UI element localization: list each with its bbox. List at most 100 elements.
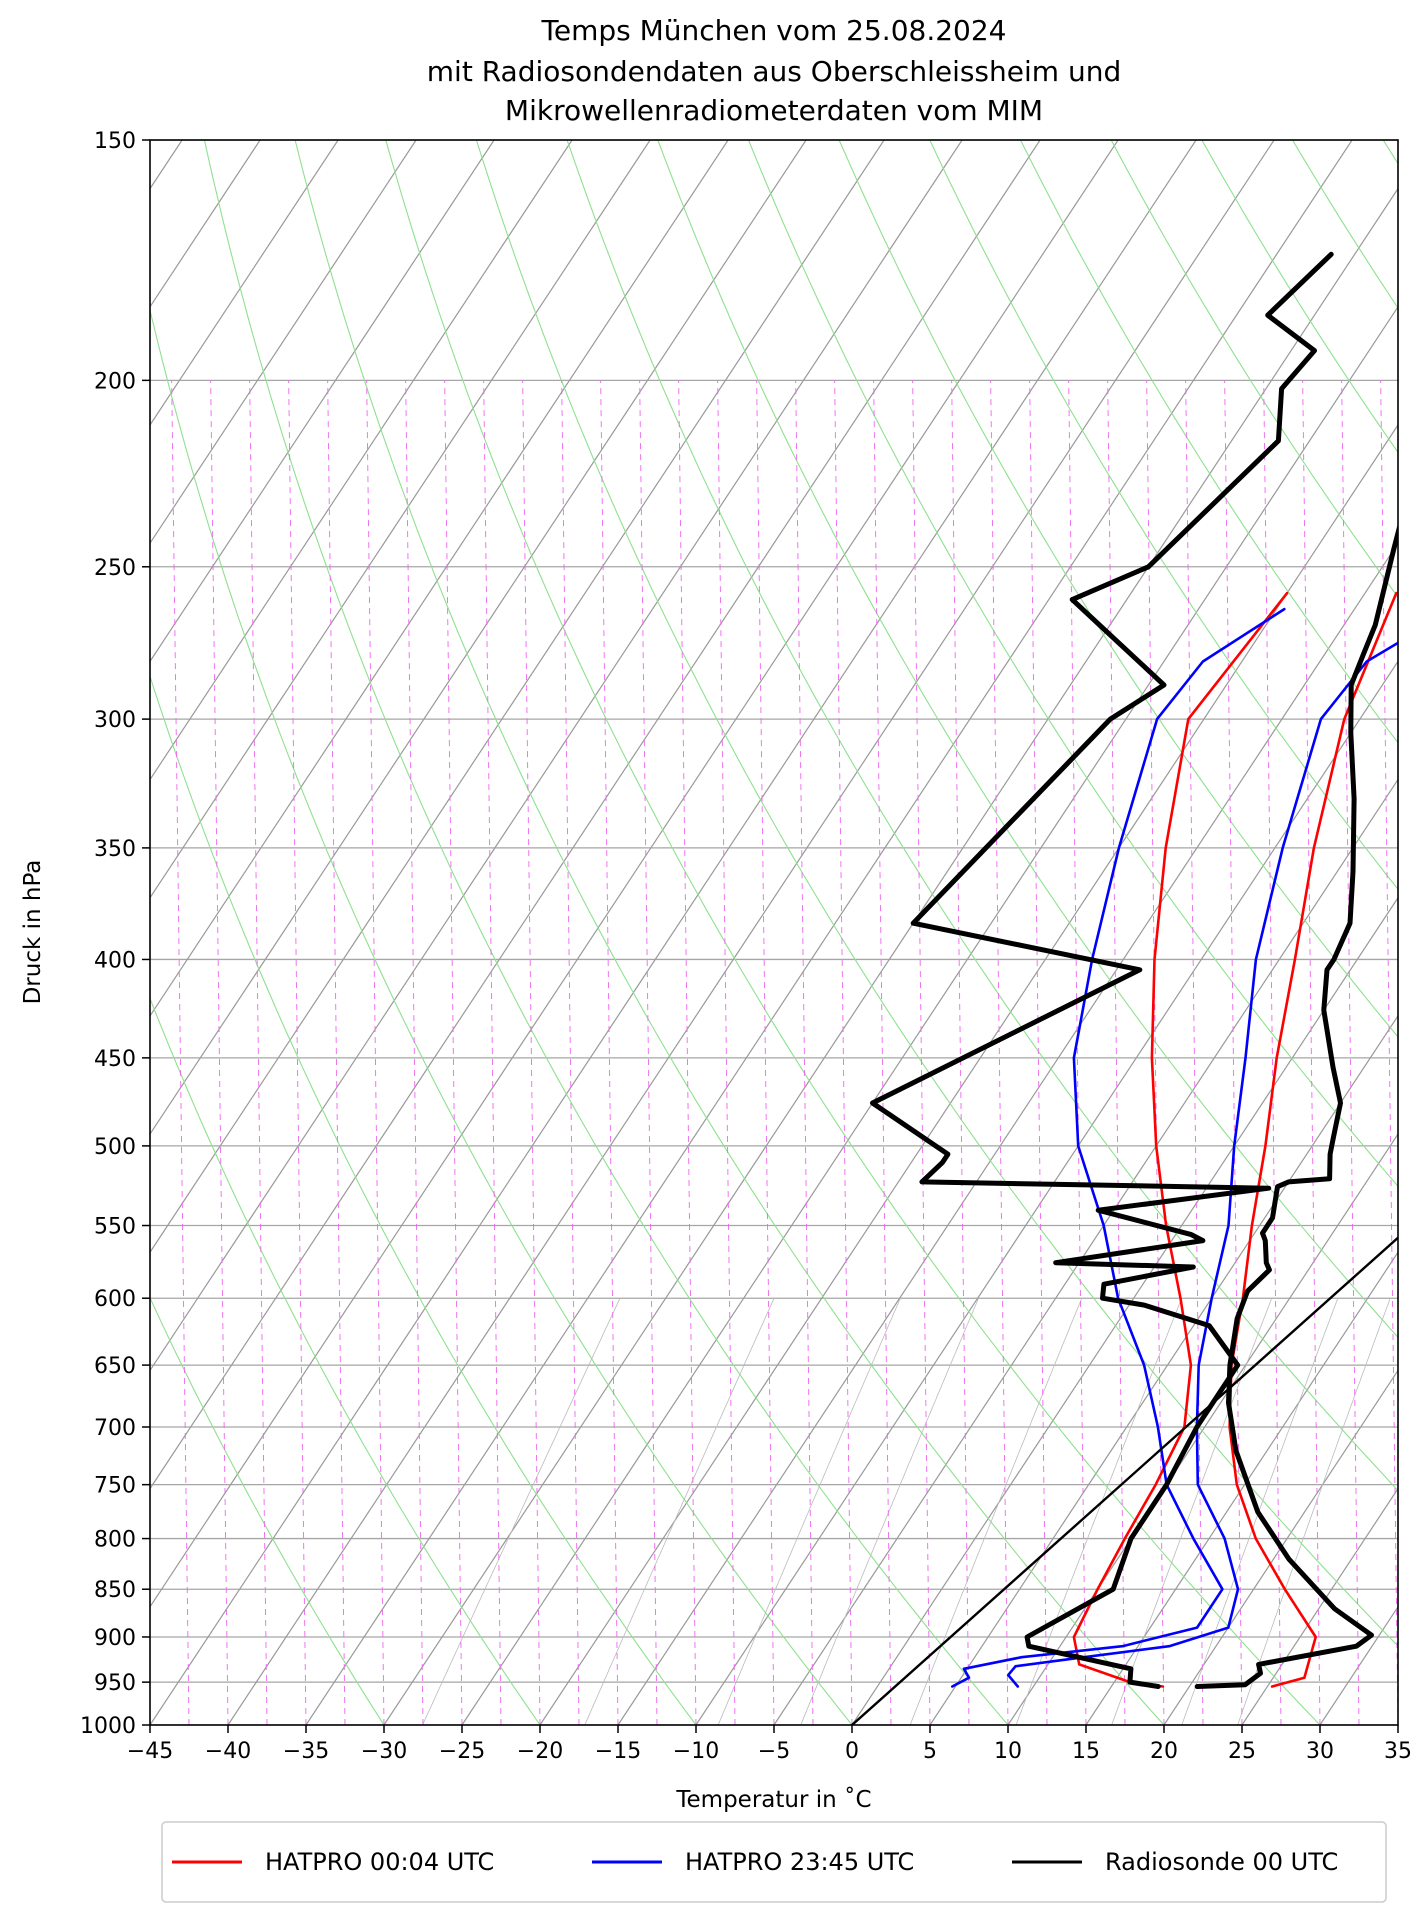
x-tick-label: −10 xyxy=(673,1739,719,1764)
isotherm-gridline xyxy=(617,542,1398,1725)
saturation-adiabat-line xyxy=(1224,380,1243,1725)
isotherm-gridline xyxy=(150,140,807,1136)
y-tick-label: 300 xyxy=(94,708,136,733)
saturation-adiabat-line xyxy=(795,380,814,1725)
x-tick-label: −20 xyxy=(517,1739,563,1764)
isotherm-gridline xyxy=(305,140,1353,1725)
x-tick-label: 0 xyxy=(845,1739,859,1764)
saturation-adiabat-line xyxy=(327,380,346,1725)
x-tick-label: −15 xyxy=(595,1739,641,1764)
isotherm-gridline xyxy=(150,140,1197,1725)
isotherm-gridline xyxy=(851,896,1398,1725)
y-tick-label: 250 xyxy=(94,556,136,581)
saturation-adiabat-line xyxy=(483,380,502,1725)
isotherm-gridline xyxy=(773,778,1398,1725)
x-tick-label: 10 xyxy=(994,1739,1022,1764)
dry-adiabat-line xyxy=(929,140,1398,891)
dry-adiabat-line xyxy=(747,140,1398,1188)
saturation-adiabat-line xyxy=(1263,380,1282,1725)
saturation-adiabat-line xyxy=(210,380,229,1725)
saturation-adiabat-line xyxy=(405,380,424,1725)
y-tick-label: 1000 xyxy=(80,1714,136,1739)
saturation-adiabat-line xyxy=(1185,380,1204,1725)
y-axis: 1000 950 900 850 800 750 700 650 600 550 500 450 400… xyxy=(80,129,150,1739)
saturation-adiabat-line xyxy=(990,380,1009,1725)
saturation-adiabat-line xyxy=(873,380,892,1725)
dry-adiabat-line xyxy=(203,140,1009,1725)
series-line-4 xyxy=(870,251,1334,1689)
y-tick-label: 750 xyxy=(94,1474,136,1499)
dry-adiabat-line xyxy=(1292,140,1398,309)
saturation-adiabat-line xyxy=(834,380,853,1725)
saturation-adiabat-line xyxy=(951,380,970,1725)
x-tick-label: −5 xyxy=(758,1739,790,1764)
legend-box xyxy=(161,1821,1387,1903)
y-tick-label: 650 xyxy=(94,1354,136,1379)
saturation-adiabat-line xyxy=(678,380,697,1725)
y-tick-label: 850 xyxy=(94,1578,136,1603)
isotherm-gridline xyxy=(383,187,1398,1725)
series-line-6 xyxy=(850,1236,1398,1725)
saturation-adiabat-line xyxy=(522,380,541,1725)
dry-adiabat-line xyxy=(385,140,1321,1725)
mixing-ratio-line xyxy=(800,1298,979,1725)
y-tick-label: 950 xyxy=(94,1671,136,1696)
legend-label-hatpro-0004: HATPRO 00:04 UTC xyxy=(265,1848,494,1876)
dry-adiabat-line xyxy=(838,140,1398,1038)
dry-adiabat-line xyxy=(1110,140,1398,599)
isotherm-gridline xyxy=(929,1014,1398,1725)
isotherm-gridline xyxy=(150,140,651,899)
chart-title-line-3: Mikrowellenradiometerdaten vom MIM xyxy=(505,94,1043,127)
isotherm-gridline xyxy=(150,140,417,545)
isotherm-gridline xyxy=(695,660,1398,1725)
saturation-adiabat-line xyxy=(171,380,190,1725)
x-tick-label: 25 xyxy=(1228,1739,1256,1764)
y-tick-label: 350 xyxy=(94,837,136,862)
mixing-ratio-line xyxy=(1111,1298,1273,1725)
legend: HATPRO 00:04 UTC HATPRO 23:45 UTC Radios… xyxy=(161,1821,1387,1903)
dry-adiabat-line xyxy=(1201,140,1398,454)
x-axis: −45 −40 −35 −30 −25 −20 −15 −10 −5 0 5 10 15 20 25 30 35 xyxy=(127,1725,1412,1764)
isotherm-gridline xyxy=(0,140,104,1725)
isotherm-gridline xyxy=(1007,1133,1398,1725)
x-axis-label: Temperatur in ˚C xyxy=(675,1786,871,1813)
x-tick-label: 20 xyxy=(1150,1739,1178,1764)
x-tick-label: −40 xyxy=(205,1739,251,1764)
dry-adiabat-line xyxy=(657,140,1398,1339)
saturation-adiabat-line xyxy=(288,380,307,1725)
y-tick-label: 600 xyxy=(94,1287,136,1312)
series-line-2 xyxy=(951,607,1286,1688)
saturation-adiabat-line xyxy=(756,380,775,1725)
y-tick-label: 550 xyxy=(94,1215,136,1240)
chart-title: Temps München vom 25.08.2024 mit Radioso… xyxy=(427,14,1121,127)
dry-adiabat-line xyxy=(150,997,541,1725)
isotherm-gridline xyxy=(1397,1723,1398,1725)
saturation-adiabat-line xyxy=(1146,380,1165,1725)
x-tick-label: 30 xyxy=(1306,1739,1334,1764)
saturation-adiabat-line xyxy=(16,380,33,1725)
saturation-adiabat-line xyxy=(55,380,72,1725)
legend-label-radiosonde: Radiosonde 00 UTC xyxy=(1105,1848,1338,1876)
dry-adiabat-line xyxy=(1382,140,1398,165)
isotherm-gridline xyxy=(150,140,573,781)
isotherm-gridline xyxy=(150,140,339,427)
chart-title-line-1: Temps München vom 25.08.2024 xyxy=(541,14,1007,47)
saturation-adiabat-line xyxy=(249,380,268,1725)
isotherm-gridline xyxy=(227,140,1275,1725)
background-grid xyxy=(0,140,1398,1725)
saturation-adiabat-line xyxy=(912,380,931,1725)
x-tick-label: −25 xyxy=(439,1739,485,1764)
dry-adiabat-line xyxy=(566,140,1398,1492)
saturation-adiabat-line xyxy=(1380,380,1398,1725)
series-line-5 xyxy=(1194,522,1398,1689)
x-tick-label: −35 xyxy=(283,1739,329,1764)
y-tick-label: 450 xyxy=(94,1047,136,1072)
y-tick-label: 150 xyxy=(94,129,136,154)
x-tick-label: 35 xyxy=(1384,1739,1412,1764)
x-tick-label: 5 xyxy=(923,1739,937,1764)
y-tick-label: 700 xyxy=(94,1416,136,1441)
dry-adiabat-line xyxy=(150,674,697,1725)
y-tick-label: 900 xyxy=(94,1626,136,1651)
dry-adiabat-line xyxy=(475,140,1398,1648)
